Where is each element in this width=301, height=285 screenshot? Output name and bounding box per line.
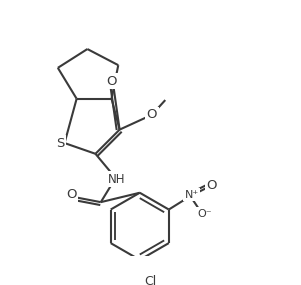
Text: NH: NH — [108, 173, 126, 186]
Text: O⁻: O⁻ — [197, 209, 212, 219]
Text: Cl: Cl — [144, 275, 157, 285]
Text: O: O — [106, 75, 117, 88]
Text: O: O — [147, 108, 157, 121]
Text: O: O — [206, 179, 217, 192]
Text: S: S — [56, 137, 65, 150]
Text: O: O — [66, 188, 76, 201]
Text: N⁺: N⁺ — [185, 190, 199, 200]
